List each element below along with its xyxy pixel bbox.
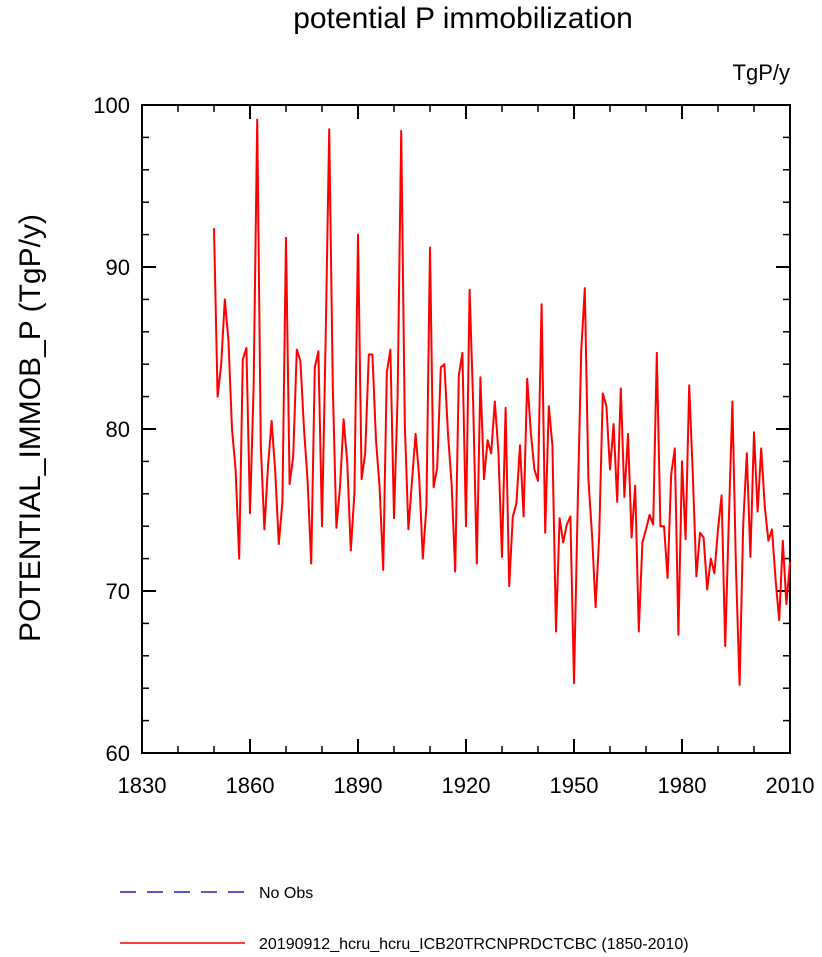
legend-label-no-obs: No Obs: [259, 885, 313, 902]
y-tick-label: 60: [106, 741, 130, 766]
legend: No Obs 20190912_hcru_hcru_ICB20TRCNPRDCT…: [120, 885, 689, 953]
chart-title: potential P immobilization: [293, 2, 633, 35]
series-layer: [213, 118, 791, 686]
x-tick-label: 1860: [226, 773, 275, 798]
units-label: TgP/y: [733, 60, 790, 85]
x-tick-label: 1890: [334, 773, 383, 798]
x-tick-label: 1950: [550, 773, 599, 798]
y-tick-label: 100: [93, 93, 130, 118]
x-tick-label: 2010: [766, 773, 815, 798]
legend-label-model: 20190912_hcru_hcru_ICB20TRCNPRDCTCBC (18…: [259, 936, 689, 953]
series-line: [213, 118, 791, 686]
x-tick-label: 1920: [442, 773, 491, 798]
x-tick-label: 1830: [118, 773, 167, 798]
y-axis-label: POTENTIAL_IMMOB_P (TgP/y): [14, 214, 47, 642]
y-tick-label: 80: [106, 417, 130, 442]
y-tick-label: 70: [106, 579, 130, 604]
y-tick-label: 90: [106, 255, 130, 280]
plot-frame: [141, 104, 791, 754]
tick-layer: 1830 1860 1890 1920 1950 1980 2010 60 70 80 90 100: [93, 93, 814, 798]
x-tick-label: 1980: [658, 773, 707, 798]
